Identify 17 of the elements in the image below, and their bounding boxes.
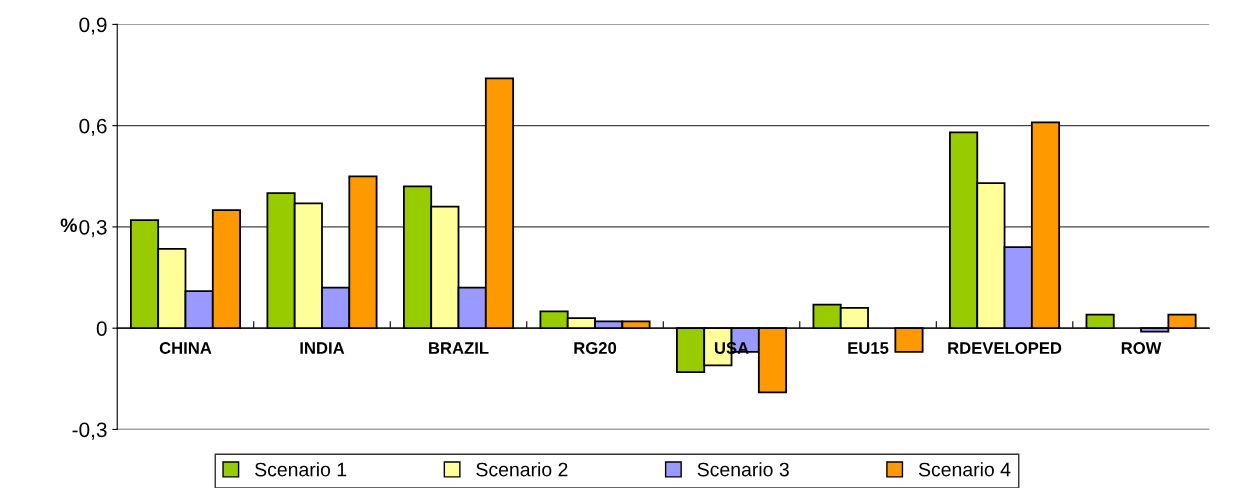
legend-label: Scenario 4 <box>918 462 1011 477</box>
y-tick-label: 0,9 <box>79 17 107 35</box>
legend-label: Scenario 2 <box>476 462 568 477</box>
x-tick-label: ROW <box>1121 342 1162 354</box>
y-tick-label: 0,6 <box>79 118 107 136</box>
legend-label: Scenario 3 <box>697 462 789 477</box>
x-tick-label: EU15 <box>848 342 889 354</box>
x-tick-label: RG20 <box>574 342 617 354</box>
x-tick-label: INDIA <box>300 342 345 354</box>
x-tick-label: RDEVELOPED <box>948 342 1062 354</box>
y-tick-label: -0,3 <box>72 422 107 440</box>
x-tick-label: BRAZIL <box>429 342 489 354</box>
y-tick-label: 0 <box>96 321 107 336</box>
x-tick-label: CHINA <box>159 342 212 354</box>
y-tick-label: 0,3 <box>79 219 107 238</box>
y-axis-title: % <box>60 218 77 233</box>
legend-label: Scenario 1 <box>255 462 347 477</box>
